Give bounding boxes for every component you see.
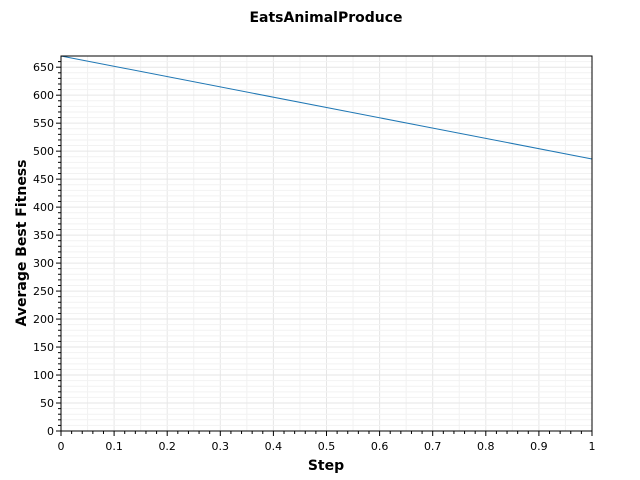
y-tick-label: 450 [33,173,54,186]
grid [60,56,593,432]
x-tick-label: 0.3 [212,440,230,453]
y-tick-label: 600 [33,89,54,102]
x-tick-label: 0.6 [371,440,389,453]
x-tick-label: 0.1 [105,440,123,453]
x-tick-label: 0.5 [318,440,336,453]
y-tick-label: 50 [40,397,54,410]
y-tick-label: 350 [33,229,54,242]
series-line-0 [60,55,593,160]
x-tick-label: 0.4 [265,440,283,453]
y-tick-label: 300 [33,257,54,270]
y-tick-label: 0 [47,425,54,438]
x-tick-label: 1 [589,440,596,453]
y-tick-label: 650 [33,61,54,74]
y-axis-label: Average Best Fitness [14,160,30,327]
y-tick-label: 400 [33,201,54,214]
x-tick-label: 0.7 [424,440,442,453]
series [60,55,593,160]
y-tick-label: 100 [33,369,54,382]
y-tick-label: 200 [33,313,54,326]
y-tick-label: 150 [33,341,54,354]
plot-frame [60,55,593,432]
y-tick-label: 250 [33,285,54,298]
x-tick-label: 0.9 [530,440,548,453]
x-tick-label: 0.2 [158,440,176,453]
x-axis-label: Step [308,458,344,474]
x-tick-label: 0 [58,440,65,453]
chart-title: EatsAnimalProduce [249,10,402,26]
y-tick-label: 500 [33,145,54,158]
x-tick-label: 0.8 [477,440,495,453]
y-tick-label: 550 [33,117,54,130]
